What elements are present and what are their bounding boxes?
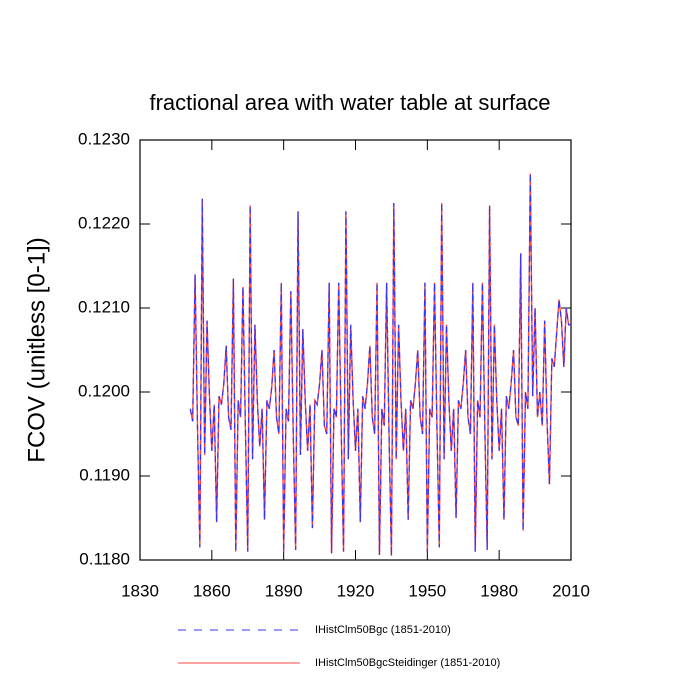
legend-label: IHistClm50Bgc (1851-2010)	[315, 624, 451, 636]
x-tick-label: 1830	[121, 581, 159, 600]
x-tick-label: 1860	[193, 581, 231, 600]
x-tick-label: 1980	[480, 581, 518, 600]
y-tick-label: 0.1220	[78, 213, 130, 232]
x-tick-label: 2010	[552, 581, 590, 600]
x-tick-label: 1890	[265, 581, 303, 600]
x-tick-label: 1950	[408, 581, 446, 600]
series-line	[189, 173, 571, 556]
series-line	[189, 173, 571, 556]
y-tick-label: 0.1210	[78, 297, 130, 316]
x-tick-label: 1920	[337, 581, 375, 600]
plot-frame	[139, 139, 572, 561]
y-tick-label: 0.1190	[79, 465, 130, 484]
y-axis-label: FCOV (unitless [0-1])	[23, 237, 50, 462]
y-tick-label: 0.1200	[78, 381, 130, 400]
chart-title: fractional area with water table at surf…	[149, 90, 550, 115]
y-tick-label: 0.1230	[78, 129, 130, 148]
y-tick-label: 0.1180	[79, 549, 130, 568]
legend-label: IHistClm50BgcSteidinger (1851-2010)	[315, 657, 500, 669]
